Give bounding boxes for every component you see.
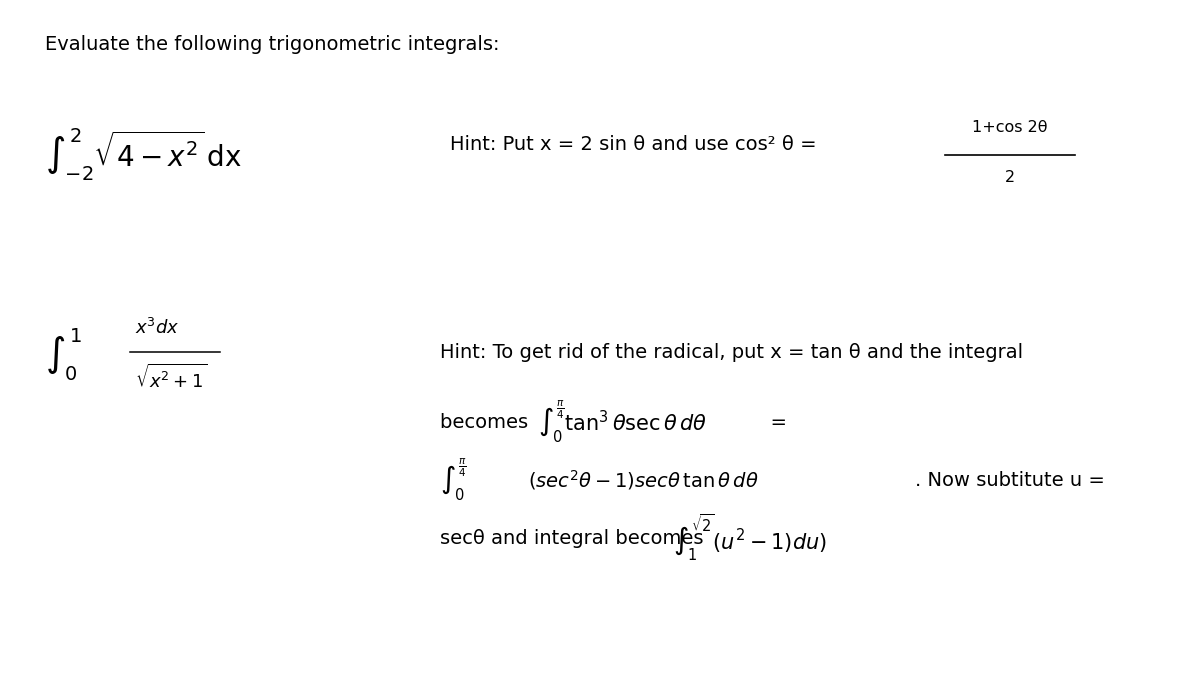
Text: $x^3dx$: $x^3dx$ (134, 318, 180, 338)
Text: $\sqrt{x^2+1}$: $\sqrt{x^2+1}$ (134, 364, 207, 392)
Text: $\int_0^{\frac{\pi}{4}}\tan^3\theta\sec\theta\,d\theta$: $\int_0^{\frac{\pi}{4}}\tan^3\theta\sec\… (538, 399, 707, 446)
Text: $\int_0^{\frac{\pi}{4}}$: $\int_0^{\frac{\pi}{4}}$ (440, 457, 466, 504)
Text: Evaluate the following trigonometric integrals:: Evaluate the following trigonometric int… (45, 35, 500, 54)
Text: secθ and integral becomes: secθ and integral becomes (440, 529, 709, 547)
Text: $\int_0^1$: $\int_0^1$ (45, 326, 82, 384)
Text: . Now subtitute u =: . Now subtitute u = (915, 471, 1104, 489)
Text: Hint: Put x = 2 sin θ and use cos² θ =: Hint: Put x = 2 sin θ and use cos² θ = (450, 135, 816, 155)
Text: =: = (758, 413, 787, 431)
Text: Hint: To get rid of the radical, put x = tan θ and the integral: Hint: To get rid of the radical, put x =… (440, 342, 1023, 362)
Text: becomes: becomes (440, 413, 534, 431)
Text: 1+cos 2θ: 1+cos 2θ (972, 121, 1047, 135)
Text: $\int_1^{\sqrt{2}}(u^2-1)du)$: $\int_1^{\sqrt{2}}(u^2-1)du)$ (674, 513, 827, 564)
Text: 2: 2 (1004, 170, 1015, 186)
Text: $\int_{-2}^{2}\sqrt{4-x^2}\,\mathrm{dx}$: $\int_{-2}^{2}\sqrt{4-x^2}\,\mathrm{dx}$ (45, 127, 242, 184)
Text: $(sec^2\theta-1)sec\theta\,\tan\theta\,d\theta$: $(sec^2\theta-1)sec\theta\,\tan\theta\,d… (528, 468, 759, 492)
